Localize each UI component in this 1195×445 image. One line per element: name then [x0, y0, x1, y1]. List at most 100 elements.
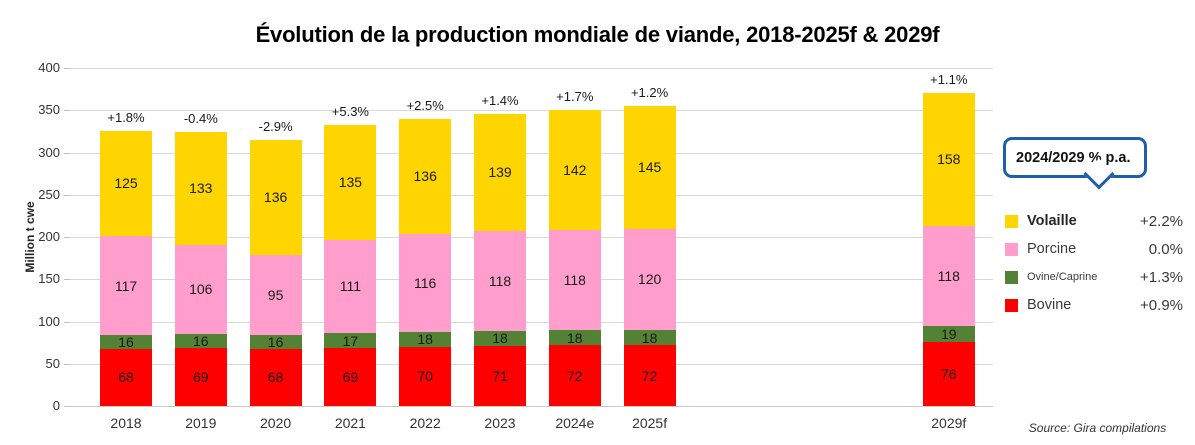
y-tick-label-50: 50: [45, 355, 60, 371]
growth-label-2029f: +1.1%: [930, 71, 968, 87]
legend-value: +0.9%: [1140, 296, 1183, 314]
legend-swatch-icon: [1005, 270, 1018, 284]
y-tick-mark-350: [64, 110, 70, 112]
bar-value-label-2025f: 18: [641, 329, 658, 346]
bar-segment-porcine-2029f: [922, 226, 975, 326]
x-tick-label-2029f: 2029f: [931, 415, 967, 431]
bar-value-label-2020: 95: [267, 286, 284, 303]
y-tick-mark-200: [64, 237, 70, 238]
y-tick-mark-300: [64, 152, 70, 154]
gridline-0: [70, 406, 993, 407]
bar-value-label-2021: 111: [339, 278, 362, 295]
legend-value: +2.2%: [1140, 212, 1183, 230]
y-tick-mark-50: [64, 363, 70, 365]
callout-box: 2024/2029 % p.a.: [1003, 137, 1147, 178]
gridline-200: [70, 237, 993, 238]
gridline-50: [70, 363, 993, 365]
bar-value-label-2018: 125: [114, 175, 138, 192]
bar-value-label-2024e: 72: [567, 367, 583, 384]
legend-swatch-icon: [1005, 242, 1018, 256]
bar-segment-bovine-2020: [249, 348, 302, 406]
bar-segment-bovine-2029f: [922, 341, 975, 406]
x-tick-label-2023: 2023: [484, 415, 516, 431]
legend-swatch-icon: [1005, 214, 1018, 228]
bar-value-label-2021: 135: [338, 174, 363, 191]
callout-title: 2024/2029 % p.a.: [1016, 149, 1131, 166]
bar-value-label-2022: 116: [414, 274, 437, 291]
bar-value-label-2023: 139: [488, 164, 512, 181]
y-tick-label-0: 0: [52, 398, 60, 413]
bar-value-label-2024e: 142: [563, 162, 587, 179]
bar-value-label-2023: 118: [488, 272, 512, 289]
legend-label: Volaille: [1027, 213, 1077, 229]
bar-value-label-2025f: 145: [637, 159, 662, 176]
legend-row-ovine-caprine: Ovine/Caprine +1.3%: [1005, 263, 1183, 291]
bar-segment-porcine-2019: [174, 244, 227, 335]
bar-value-label-2029f: 158: [937, 151, 961, 168]
growth-label-2018: +1.8%: [107, 109, 145, 125]
bar-value-label-2020: 136: [263, 189, 288, 206]
bar-value-label-2025f: 120: [637, 271, 662, 288]
legend-row-porcine: Porcine 0.0%: [1005, 235, 1183, 263]
gridline-400: [70, 68, 993, 69]
growth-label-2024e: +1.7%: [556, 89, 594, 105]
bar-segment-volaille-2018: [100, 130, 152, 237]
bar-segment-ovine-caprine-2024e: [548, 329, 601, 346]
x-tick-label-2024e: 2024e: [555, 415, 595, 431]
growth-label-2022: +2.5%: [406, 97, 444, 113]
bar-value-label-2025f: 72: [641, 367, 658, 384]
bar-value-label-2022: 136: [413, 168, 437, 185]
bar-segment-ovine-caprine-2023: [474, 330, 526, 346]
chart-title: Évolution de la production mondiale de v…: [255, 22, 940, 47]
bar-segment-ovine-caprine-2029f: [922, 325, 975, 342]
bar-value-label-2018: 16: [118, 333, 134, 350]
bar-value-label-2023: 18: [492, 330, 508, 347]
growth-label-2021: +5.3%: [331, 104, 369, 120]
x-tick-label-2022: 2022: [409, 415, 441, 431]
legend-row-volaille: Volaille +2.2%: [1005, 207, 1183, 235]
bar-segment-porcine-2021: [324, 239, 377, 334]
growth-label-2023: +1.4%: [481, 92, 519, 108]
bar-segment-ovine-caprine-2025f: [623, 329, 676, 346]
bar-value-label-2023: 71: [492, 368, 508, 384]
y-tick-label-100: 100: [38, 313, 60, 329]
legend-value: +1.3%: [1140, 268, 1183, 286]
bar-segment-volaille-2019: [174, 132, 227, 245]
bar-segment-porcine-2018: [100, 236, 152, 335]
x-tick-label-2021: 2021: [334, 415, 366, 431]
x-tick-label-2019: 2019: [185, 415, 217, 431]
y-tick-mark-0: [64, 406, 70, 407]
y-tick-label-350: 350: [38, 102, 60, 118]
bar-value-label-2022: 18: [417, 331, 433, 348]
x-tick-label-2020: 2020: [260, 415, 292, 431]
bar-segment-bovine-2024e: [548, 345, 601, 406]
bar-value-label-2024e: 118: [563, 272, 586, 289]
bar-segment-volaille-2029f: [922, 92, 975, 226]
bar-segment-volaille-2020: [249, 139, 302, 255]
y-tick-mark-150: [64, 279, 70, 281]
bar-segment-ovine-caprine-2022: [399, 331, 452, 347]
y-tick-label-200: 200: [38, 229, 60, 244]
bar-segment-volaille-2022: [399, 118, 452, 234]
bar-segment-ovine-caprine-2020: [249, 335, 302, 349]
bar-segment-bovine-2023: [474, 346, 526, 406]
bar-segment-porcine-2025f: [623, 228, 676, 330]
y-tick-label-150: 150: [38, 271, 60, 287]
y-tick-mark-400: [64, 68, 70, 69]
growth-label-2025f: +1.2%: [630, 85, 669, 101]
y-tick-mark-250: [64, 194, 70, 196]
bar-segment-bovine-2019: [174, 347, 227, 406]
legend-row-bovine: Bovine +0.9%: [1005, 291, 1183, 319]
bar-value-label-2019: 69: [193, 368, 209, 385]
growth-label-2019: -0.4%: [183, 111, 218, 127]
legend-label: Porcine: [1027, 241, 1077, 257]
gridline-250: [70, 194, 993, 196]
bar-segment-porcine-2020: [249, 254, 302, 335]
bar-segment-bovine-2022: [399, 346, 452, 406]
bar-value-label-2019: 16: [193, 332, 209, 349]
legend-label: Ovine/Caprine: [1027, 271, 1098, 283]
bar-segment-volaille-2021: [324, 125, 377, 240]
bar-value-label-2021: 69: [342, 368, 359, 385]
bar-value-label-2021: 17: [342, 332, 359, 349]
